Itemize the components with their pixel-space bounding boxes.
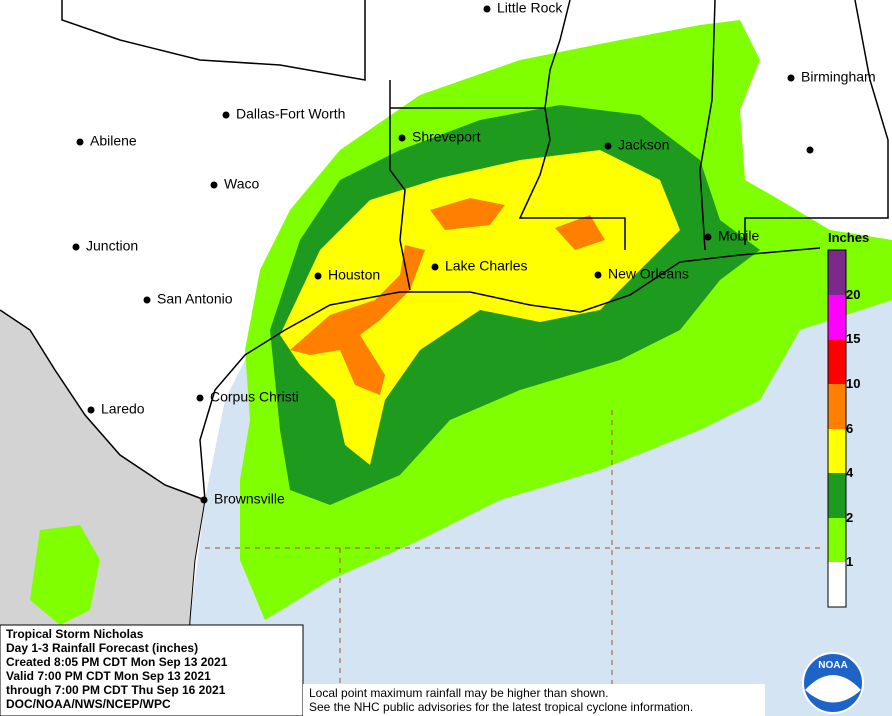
legend-swatch xyxy=(828,340,846,384)
city-label: Laredo xyxy=(101,401,145,417)
city-label: Mobile xyxy=(718,228,759,244)
city-dot xyxy=(196,394,204,402)
city-label: Birmingham xyxy=(801,69,876,85)
city-label: New Orleans xyxy=(608,266,689,282)
city-dot xyxy=(87,406,95,414)
city-dot xyxy=(806,146,814,154)
legend-swatch xyxy=(828,473,846,518)
city-dot xyxy=(143,296,151,304)
noaa-logo: NOAA xyxy=(802,652,864,714)
legend-label: 20 xyxy=(846,287,860,302)
logo-text: NOAA xyxy=(818,660,847,671)
city-label: Dallas-Fort Worth xyxy=(236,106,345,122)
rio-grande xyxy=(0,309,206,501)
city-dot xyxy=(200,496,208,504)
info-box: Tropical Storm Nicholas Day 1-3 Rainfall… xyxy=(0,624,304,716)
city-label: Jackson xyxy=(618,137,669,153)
city-label: Corpus Christi xyxy=(210,389,299,405)
city-dot xyxy=(398,134,406,142)
legend-swatch xyxy=(828,384,846,429)
city-dot xyxy=(72,243,80,251)
logo-gull xyxy=(805,675,861,703)
state-line xyxy=(544,0,571,109)
cities: Little Rock Birmingham Dallas-Fort Worth… xyxy=(72,0,876,507)
city-dot xyxy=(210,181,218,189)
legend-swatch xyxy=(828,518,846,562)
city-label: Lake Charles xyxy=(445,258,528,274)
legend-label: 1 xyxy=(846,554,853,569)
legend-label: 2 xyxy=(846,510,853,525)
city-label: Little Rock xyxy=(497,0,563,16)
city-label: Waco xyxy=(224,176,259,192)
city-dot xyxy=(222,111,230,119)
city-dot xyxy=(431,263,439,271)
legend-label: 15 xyxy=(846,331,860,346)
rain-6-10 xyxy=(430,198,505,230)
disclaimer-panel xyxy=(303,684,765,716)
city-label: Shreveport xyxy=(412,129,481,145)
rain-6-10 xyxy=(555,215,605,250)
city-dot xyxy=(314,272,322,280)
legend-swatch xyxy=(828,562,846,607)
city-label: Houston xyxy=(328,267,380,283)
city-dot xyxy=(704,233,712,241)
legend-title: Inches xyxy=(828,230,869,245)
legend: Inches 20 15 10 6 4 2 1 xyxy=(827,230,869,608)
rain-6-10 xyxy=(290,245,425,395)
city-dot xyxy=(604,142,612,150)
state-line xyxy=(699,0,716,251)
legend-border xyxy=(827,249,847,608)
legend-swatch xyxy=(828,250,846,295)
info-line: through 7:00 PM CDT Thu Sep 16 2021 xyxy=(6,683,226,697)
city-dot xyxy=(594,271,602,279)
state-line xyxy=(744,0,889,245)
legend-label: 10 xyxy=(846,376,860,391)
city-dot xyxy=(483,5,491,13)
coastline xyxy=(199,247,821,501)
city-label: Brownsville xyxy=(214,491,285,507)
info-line: Valid 7:00 PM CDT Mon Sep 13 2021 xyxy=(6,669,211,683)
disclaimer: Local point maximum rainfall may be high… xyxy=(303,684,765,716)
city-label: Abilene xyxy=(90,133,137,149)
city-dot xyxy=(76,138,84,146)
info-line: Day 1-3 Rainfall Forecast (inches) xyxy=(6,641,198,655)
city-label: San Antonio xyxy=(157,291,233,307)
info-panel xyxy=(0,624,304,716)
legend-label: 4 xyxy=(846,465,854,480)
legend-label: 6 xyxy=(846,421,853,436)
city-label: Junction xyxy=(86,238,138,254)
legend-swatch xyxy=(828,295,846,340)
info-line: Created 8:05 PM CDT Mon Sep 13 2021 xyxy=(6,655,228,669)
rainfall xyxy=(30,20,892,625)
info-line: DOC/NOAA/NWS/NCEP/WPC xyxy=(6,697,171,711)
state-line xyxy=(61,0,366,81)
rain-1-2 xyxy=(30,525,100,625)
legend-swatch xyxy=(828,429,846,473)
disclaimer-line: Local point maximum rainfall may be high… xyxy=(309,686,608,700)
city-dot xyxy=(787,74,795,82)
disclaimer-line: See the NHC public advisories for the la… xyxy=(309,700,693,714)
state-line xyxy=(389,80,411,291)
info-line: Tropical Storm Nicholas xyxy=(6,627,144,641)
